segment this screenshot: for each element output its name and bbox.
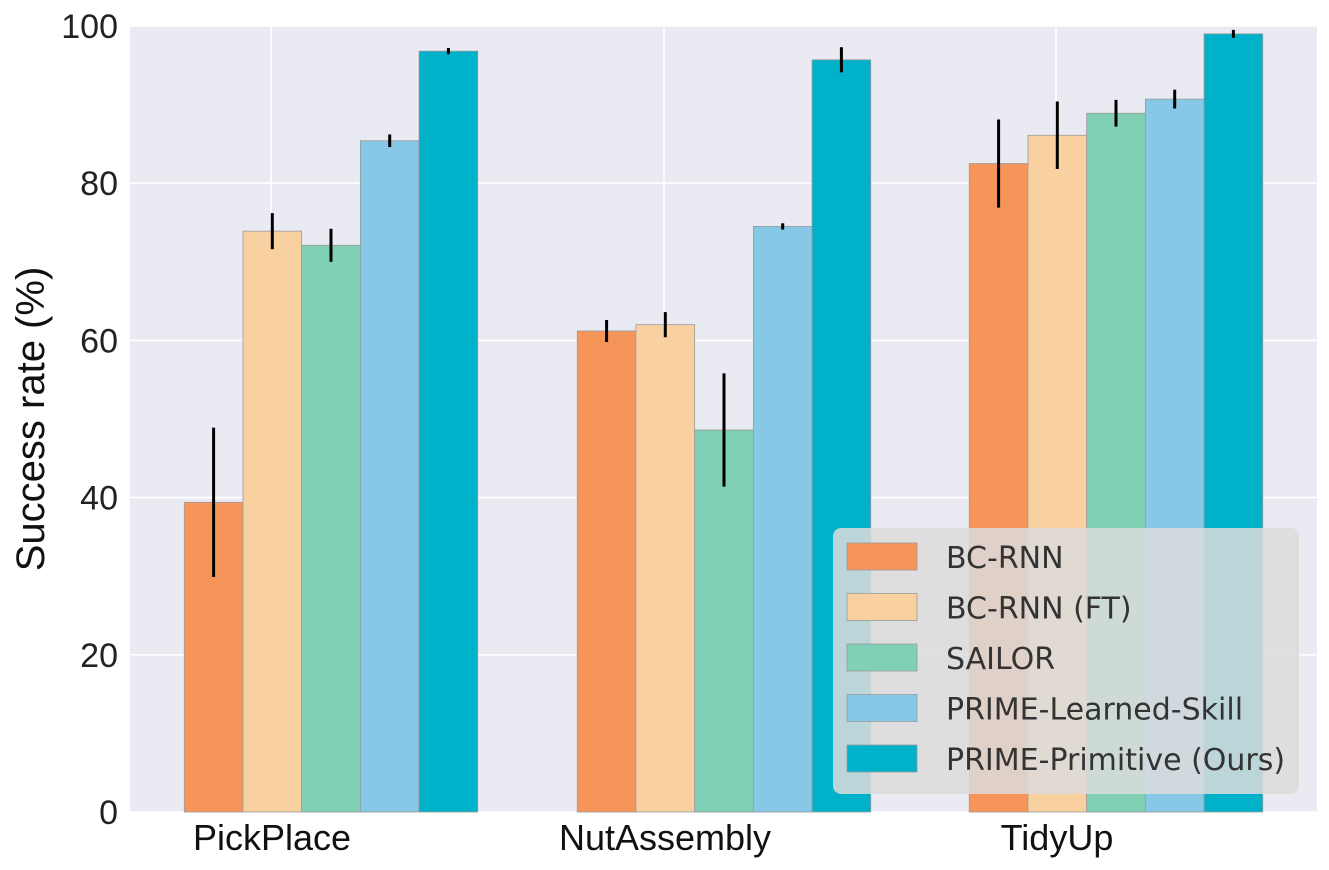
y-tick-label: 20	[80, 637, 118, 675]
legend-label: BC-RNN	[946, 541, 1064, 576]
bar-NutAssembly-1	[635, 324, 696, 813]
y-tick-label: 80	[80, 165, 118, 203]
y-axis-ticks: 0 20 40 60 80 100	[61, 8, 118, 832]
legend-label: PRIME-Primitive (Ours)	[946, 743, 1285, 778]
legend: BC-RNN BC-RNN (FT) SAILOR PRIME-Learned-Ski…	[833, 528, 1299, 794]
bar-PickPlace-3	[359, 140, 420, 813]
legend-label: SAILOR	[946, 642, 1055, 677]
y-tick-label: 0	[99, 794, 118, 832]
legend-label: PRIME-Learned-Skill	[946, 693, 1243, 728]
x-tick-label: TidyUp	[1001, 817, 1114, 858]
bar-NutAssembly-0	[576, 330, 637, 813]
bar-NutAssembly-3	[752, 226, 813, 813]
y-tick-label: 60	[80, 322, 118, 360]
bar-NutAssembly-2	[694, 429, 754, 813]
x-tick-label: PickPlace	[193, 817, 351, 858]
legend-swatch	[846, 593, 918, 621]
legend-swatch	[846, 744, 918, 773]
y-axis-label: Success rate (%)	[9, 267, 53, 572]
legend-swatch	[846, 542, 918, 571]
legend-swatch	[846, 643, 918, 672]
bar-PickPlace-2	[301, 244, 361, 813]
error-bars	[212, 29, 1235, 577]
bar-PickPlace-1	[242, 230, 303, 813]
x-tick-label: NutAssembly	[559, 817, 771, 858]
legend-swatch	[846, 694, 918, 722]
y-tick-label: 40	[80, 480, 118, 518]
legend-label: BC-RNN (FT)	[946, 592, 1132, 627]
y-tick-label: 100	[61, 8, 118, 46]
legend-box	[833, 528, 1299, 794]
x-axis-ticks: PickPlace NutAssembly TidyUp	[193, 817, 1113, 858]
bar-PickPlace-4	[418, 50, 479, 813]
